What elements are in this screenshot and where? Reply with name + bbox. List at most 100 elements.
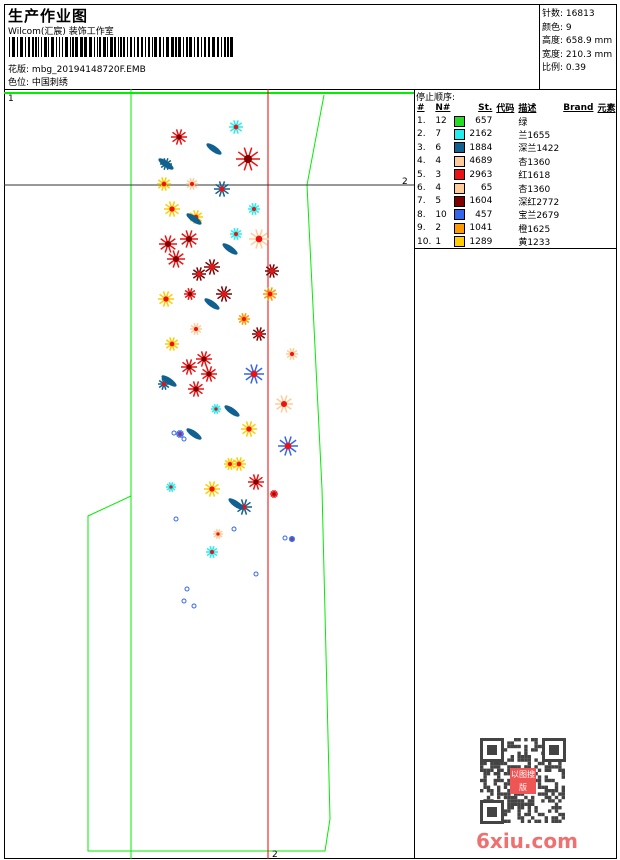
- qr-module: [483, 785, 487, 789]
- stat-item: 宽度: 210.3 mm: [542, 49, 613, 60]
- qr-module: [514, 765, 518, 769]
- qr-module: [534, 744, 538, 749]
- qr-module: [507, 741, 511, 745]
- column-header: N#: [435, 102, 451, 113]
- table-row: 10. 1 1289 黄1233: [417, 236, 551, 249]
- qr-module: [514, 799, 518, 803]
- qr-module: [517, 751, 521, 755]
- qr-module: [500, 792, 504, 796]
- stat-item: 颜色: 9: [542, 22, 572, 33]
- qr-module: [517, 816, 521, 820]
- qr-module: [500, 768, 504, 772]
- watermark-site: 6xiu.com: [476, 829, 578, 853]
- qr-module: [524, 744, 528, 749]
- stat-item: 比例: 0.39: [542, 63, 586, 73]
- qr-module: [524, 802, 528, 806]
- qr-module: [544, 795, 548, 800]
- qr-module: [490, 761, 494, 766]
- color-swatch: [454, 222, 466, 234]
- qr-module: [520, 806, 525, 810]
- color-swatch: [454, 182, 466, 194]
- qr-module: [541, 799, 545, 803]
- qr-module: [558, 806, 562, 810]
- qr-module: [551, 778, 555, 783]
- qr-module: [510, 799, 514, 803]
- qr-module: [517, 755, 521, 759]
- qr-module: [531, 816, 535, 820]
- qr-module: [493, 772, 497, 776]
- qr-module: [534, 748, 538, 752]
- qr-module: [527, 819, 531, 823]
- embroidery-leaf: [158, 158, 174, 170]
- qr-module: [507, 772, 511, 776]
- qr-module: [527, 761, 531, 766]
- qr-module: [490, 789, 494, 793]
- qr-finder: [487, 745, 497, 755]
- embroidery-leaf: [222, 243, 238, 255]
- qr-module: [497, 768, 501, 772]
- embroidery-motif: [248, 203, 260, 215]
- qr-module: [520, 755, 525, 759]
- color-swatch: [454, 195, 466, 207]
- qr-module: [554, 782, 559, 786]
- qr-module: [507, 778, 511, 783]
- embroidery-dot: [181, 598, 187, 604]
- qr-module: [497, 789, 501, 793]
- qr-module: [531, 802, 535, 806]
- qr-module: [486, 785, 491, 789]
- qr-module: [497, 772, 501, 776]
- qr-module: [537, 778, 542, 783]
- qr-module: [537, 792, 542, 796]
- qr-module: [480, 761, 484, 766]
- qr-module: [497, 795, 501, 800]
- embroidery-motif: [181, 359, 197, 375]
- garment-outline: [87, 94, 331, 852]
- qr-module: [554, 816, 559, 820]
- qr-module: [517, 738, 521, 742]
- qr-module: [517, 802, 521, 806]
- qr-module: [510, 758, 514, 762]
- qr-module: [503, 782, 508, 786]
- qr-module: [486, 795, 491, 800]
- embroidery-motif: [270, 489, 278, 499]
- qr-module: [554, 785, 559, 789]
- qr-module: [507, 765, 511, 769]
- embroidery-motif: [159, 235, 177, 253]
- qr-module: [541, 812, 545, 817]
- qr-module: [514, 744, 518, 749]
- qr-module: [524, 751, 528, 755]
- qr-code: [480, 738, 566, 824]
- qr-module: [507, 809, 511, 813]
- qr-module: [558, 799, 562, 803]
- column-header: Brand: [563, 102, 594, 113]
- column-header: St.: [478, 102, 493, 113]
- qr-module: [497, 775, 501, 779]
- table-row: 5. 3 2963 红1618: [417, 169, 551, 182]
- qr-module: [534, 809, 538, 813]
- stat-item: 高度: 658.9 mm: [542, 36, 613, 46]
- qr-module: [514, 795, 518, 800]
- qr-module: [480, 768, 484, 772]
- qr-module: [554, 809, 559, 813]
- qr-module: [527, 802, 531, 806]
- qr-module: [548, 795, 552, 800]
- qr-module: [493, 761, 497, 766]
- qr-module: [524, 765, 528, 769]
- qr-module: [510, 795, 514, 800]
- table-row: 6. 4 65 杏1360: [417, 182, 551, 195]
- qr-module: [507, 792, 511, 796]
- color-swatch: [454, 169, 466, 181]
- qr-module: [548, 765, 552, 769]
- qr-module: [493, 765, 497, 769]
- qr-module: [544, 768, 548, 772]
- qr-module: [561, 775, 565, 779]
- qr-module: [537, 812, 542, 817]
- qr-module: [527, 755, 531, 759]
- column-header: 代码: [496, 104, 515, 115]
- qr-module: [551, 789, 555, 793]
- stop-sequence-table: # N# St. 代码 描述 Brand 元素 1. 12 657 绿 2. 7 2162 兰1655…: [415, 101, 617, 248]
- qr-module: [517, 744, 521, 749]
- guide-marker: 2: [272, 850, 278, 859]
- color-swatch: [454, 209, 466, 221]
- qr-module: [534, 778, 538, 783]
